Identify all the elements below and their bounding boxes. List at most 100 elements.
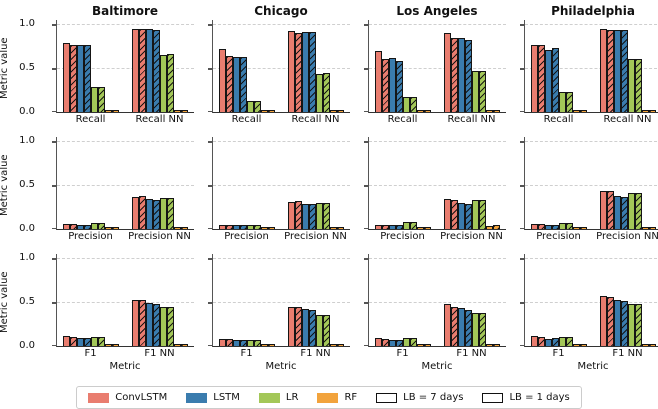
bar-convlstm-lb1 bbox=[70, 224, 78, 229]
bar-convlstm-lb7 bbox=[599, 29, 607, 112]
bar-rf-lb7 bbox=[417, 344, 425, 346]
bar-group-recall-nn bbox=[287, 31, 344, 112]
legend-item-convlstm: ConvLSTM bbox=[88, 392, 167, 403]
bar-rf-lb1 bbox=[580, 110, 588, 112]
bar-group-precision-nn bbox=[131, 196, 188, 229]
gridline bbox=[525, 258, 658, 260]
bar-lr-lb1 bbox=[322, 315, 330, 346]
bar-rf-lb1 bbox=[648, 110, 656, 112]
y-axis-gutter: Metric value 1.0 0.5 0.0 bbox=[0, 4, 38, 126]
bar-lr-lb1 bbox=[254, 340, 262, 346]
gridline bbox=[525, 68, 658, 70]
x-tick-label-recall-nn: Recall NN bbox=[447, 114, 496, 125]
bar-lstm-lb1 bbox=[152, 30, 160, 112]
bar-rf-lb7 bbox=[573, 110, 581, 112]
gridline bbox=[213, 24, 350, 26]
bar-convlstm-lb7 bbox=[531, 45, 539, 112]
legend-item-lb-1-days: LB = 1 days bbox=[482, 392, 570, 403]
x-tick-labels: Precision Precision NN bbox=[368, 230, 506, 243]
legend-label: RF bbox=[344, 392, 358, 403]
bar-rf-lb1 bbox=[180, 227, 188, 229]
bar-lr-lb1 bbox=[322, 73, 330, 112]
bar-rf-lb1 bbox=[580, 344, 588, 346]
bar-lstm-lb7 bbox=[301, 32, 309, 112]
bar-convlstm-lb1 bbox=[294, 33, 302, 112]
bar-lr-lb7 bbox=[559, 337, 567, 346]
legend-swatch-lr bbox=[258, 392, 280, 403]
plot-area bbox=[364, 20, 506, 113]
bar-convlstm-lb7 bbox=[443, 33, 451, 112]
y-tick-mark bbox=[520, 111, 524, 113]
y-tick-mark bbox=[364, 258, 368, 260]
bar-convlstm-lb1 bbox=[606, 297, 614, 346]
bar-group-precision bbox=[375, 222, 432, 229]
bar-lstm-lb7 bbox=[77, 225, 85, 229]
bar-lr-lb7 bbox=[403, 97, 411, 112]
bar-lstm-lb1 bbox=[464, 204, 472, 229]
bar-lstm-lb1 bbox=[84, 45, 92, 112]
gridline bbox=[213, 185, 350, 187]
bar-rf-lb1 bbox=[112, 110, 120, 112]
plot-area bbox=[208, 20, 350, 113]
y-tick-mark bbox=[364, 24, 368, 26]
bar-lr-lb1 bbox=[478, 313, 486, 346]
bar-rf-lb1 bbox=[424, 110, 432, 112]
bar-convlstm-lb1 bbox=[294, 307, 302, 346]
y-axis-title: Metric value bbox=[0, 37, 10, 99]
bar-rf-lb1 bbox=[180, 344, 188, 346]
bar-convlstm-lb7 bbox=[531, 336, 539, 346]
bar-rf-lb1 bbox=[492, 344, 500, 346]
bar-convlstm-lb1 bbox=[450, 200, 458, 229]
bar-lstm-lb7 bbox=[545, 225, 553, 229]
gridline bbox=[369, 258, 506, 260]
y-tick-label: 1.0 bbox=[19, 18, 35, 30]
bar-lstm-lb7 bbox=[389, 58, 397, 112]
x-tick-label-f1-nn: F1 NN bbox=[456, 348, 487, 359]
plot-area bbox=[208, 254, 350, 347]
y-tick-mark bbox=[208, 228, 212, 230]
legend-swatch-rf bbox=[317, 392, 339, 403]
bar-group-f1 bbox=[375, 338, 432, 346]
bar-rf-lb1 bbox=[580, 227, 588, 229]
subplot-title: Baltimore bbox=[91, 4, 158, 18]
y-tick-mark bbox=[208, 258, 212, 260]
bar-group-f1 bbox=[531, 336, 588, 346]
y-tick-mark bbox=[52, 302, 56, 304]
bar-rf-lb7 bbox=[485, 344, 493, 346]
bar-convlstm-lb1 bbox=[382, 59, 390, 112]
bar-group-f1-nn bbox=[131, 300, 188, 346]
bar-group-recall-nn bbox=[599, 29, 656, 112]
x-tick-labels: F1 F1 NN bbox=[368, 347, 506, 360]
bar-lstm-lb7 bbox=[389, 225, 397, 229]
y-tick-mark bbox=[52, 111, 56, 113]
bar-lstm-lb1 bbox=[84, 225, 92, 229]
chart-row-f1: Metric value 1.0 0.5 0.0 F1 F1 NN Metric F1 F1 N… bbox=[0, 253, 658, 375]
bar-lstm-lb1 bbox=[396, 340, 404, 346]
bar-lr-lb1 bbox=[166, 198, 174, 229]
bar-lr-lb7 bbox=[471, 200, 479, 229]
bar-lr-lb1 bbox=[478, 200, 486, 229]
y-tick-mark bbox=[208, 302, 212, 304]
bar-rf-lb7 bbox=[417, 227, 425, 229]
y-tick-label: 0.5 bbox=[19, 62, 35, 74]
y-tick-mark bbox=[364, 302, 368, 304]
y-tick-mark bbox=[52, 24, 56, 26]
bar-lr-lb1 bbox=[322, 203, 330, 229]
y-tick-mark bbox=[208, 141, 212, 143]
bar-lr-lb1 bbox=[634, 193, 642, 229]
bar-lstm-lb1 bbox=[84, 338, 92, 346]
bar-lr-lb7 bbox=[159, 307, 167, 346]
y-tick-mark bbox=[52, 228, 56, 230]
x-tick-label-precision-nn: Precision NN bbox=[596, 231, 658, 242]
bar-lstm-lb1 bbox=[240, 225, 248, 229]
x-tick-label-recall-nn: Recall NN bbox=[603, 114, 652, 125]
bar-lstm-lb7 bbox=[389, 340, 397, 346]
bar-lr-lb7 bbox=[247, 101, 255, 112]
y-tick-mark bbox=[208, 24, 212, 26]
x-tick-label-precision-nn: Precision NN bbox=[440, 231, 503, 242]
x-tick-labels: Precision Precision NN bbox=[524, 230, 658, 243]
bar-convlstm-lb1 bbox=[538, 224, 546, 229]
bar-lstm-lb7 bbox=[77, 45, 85, 112]
bar-convlstm-lb1 bbox=[70, 337, 78, 346]
bar-lstm-lb7 bbox=[613, 30, 621, 112]
